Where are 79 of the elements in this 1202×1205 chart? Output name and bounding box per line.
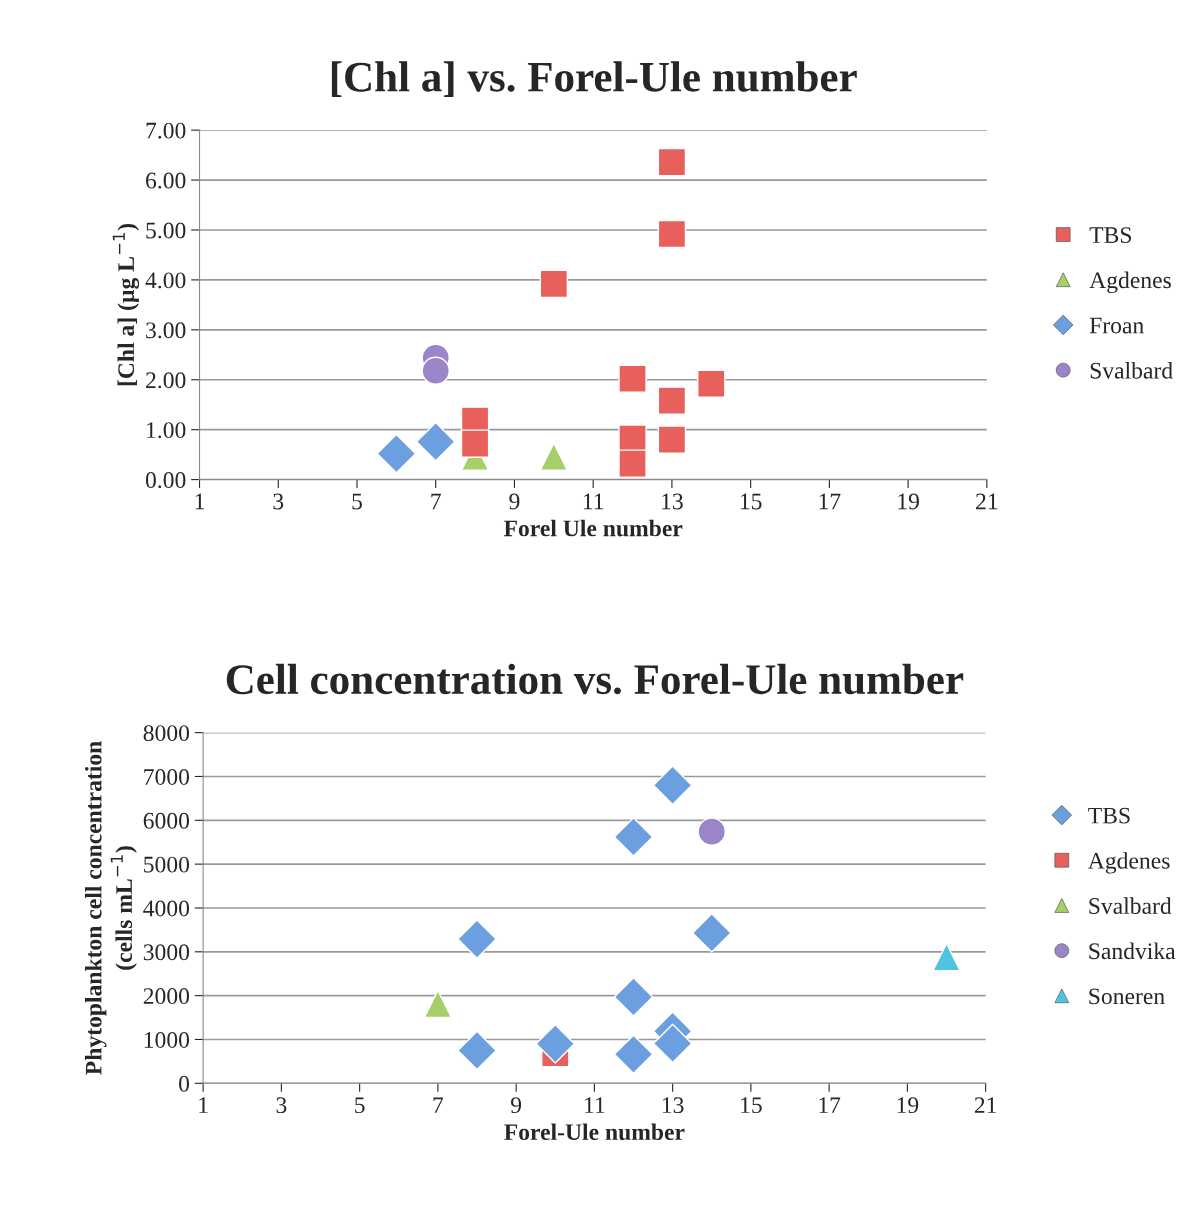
y-tick-label: 5.00 <box>146 222 186 239</box>
y-tick-label: 3.00 <box>146 322 186 339</box>
y-tick-label: 7.00 <box>146 122 186 139</box>
legend-label: Agdenes <box>1088 852 1170 874</box>
x-tick-label: 21 <box>976 493 998 510</box>
y-axis-title: Phytoplankton cell concentration (cells mL$^{−1}$) <box>84 741 137 1075</box>
point <box>618 449 647 478</box>
point <box>652 765 693 806</box>
point <box>457 919 497 959</box>
chart-title: Cell concentration vs. Forel-Ule number <box>226 663 964 695</box>
x-tick-label: 5 <box>352 493 362 510</box>
point <box>421 356 450 385</box>
point <box>613 1034 654 1075</box>
chart-title: [Chl a] vs. Forel-Ule number <box>331 61 857 98</box>
legend-label: Agdenes <box>1089 271 1171 294</box>
x-tick-label: 9 <box>511 1097 522 1114</box>
y-tick-label: 2000 <box>143 988 190 1005</box>
point <box>697 817 726 846</box>
x-tick-label: 13 <box>662 493 683 510</box>
point <box>613 817 654 857</box>
x-tick-label: 7 <box>433 1097 444 1113</box>
point <box>376 433 417 474</box>
x-tick-label: 11 <box>585 1097 605 1113</box>
legend-label: Froan <box>1089 317 1144 334</box>
point <box>652 1023 693 1064</box>
legend-label: Soneren <box>1089 988 1165 1005</box>
point <box>460 429 490 458</box>
y-tick-label: 3000 <box>143 944 190 961</box>
legend-label: TBS <box>1088 807 1130 824</box>
y-tick-label: 6.00 <box>146 172 186 189</box>
x-tick-label: 13 <box>662 1097 684 1114</box>
point <box>657 425 687 454</box>
x-tick-label: 17 <box>819 493 841 510</box>
point <box>423 989 453 1019</box>
legend-label: TBS <box>1089 227 1132 244</box>
legend-label: Sandvika <box>1089 942 1176 960</box>
x-tick-label: 7 <box>431 493 441 510</box>
point <box>535 1024 576 1064</box>
point <box>697 369 726 398</box>
y-tick-label: 1.00 <box>147 422 186 439</box>
x-tick-label: 19 <box>897 1097 919 1114</box>
x-tick-label: 1 <box>195 493 205 510</box>
point <box>415 421 456 462</box>
point <box>539 269 569 299</box>
x-tick-label: 11 <box>583 493 604 510</box>
y-tick-label: 0.00 <box>145 472 186 489</box>
x-tick-label: 3 <box>273 493 284 510</box>
x-tick-label: 19 <box>898 493 919 510</box>
point <box>657 386 687 415</box>
x-tick-label: 21 <box>974 1097 997 1113</box>
x-tick-label: 9 <box>509 493 520 510</box>
point <box>657 147 687 177</box>
point <box>457 1030 497 1071</box>
point <box>932 942 961 972</box>
x-tick-label: 15 <box>741 1097 762 1114</box>
y-tick-label: 5000 <box>144 856 190 873</box>
y-tick-label: 4.00 <box>145 272 186 289</box>
legend-label: Svalbard <box>1089 897 1172 914</box>
x-tick-label: 15 <box>740 493 762 510</box>
point <box>539 442 569 471</box>
x-tick-label: 5 <box>355 1097 365 1114</box>
y-tick-label: 1000 <box>144 1031 190 1048</box>
point <box>691 913 732 953</box>
y-tick-label: 4000 <box>143 900 190 917</box>
y-tick-label: 0 <box>179 1075 190 1092</box>
y-tick-label: 2.00 <box>146 372 186 389</box>
x-axis-title: Forel Ule number <box>503 519 683 537</box>
x-tick-label: 1 <box>199 1097 208 1113</box>
y-axis-title: [Chl a] (µg L$^{−1}$) <box>112 223 140 386</box>
x-tick-label: 3 <box>276 1097 287 1114</box>
x-axis-title: Forel-Ule number <box>504 1123 685 1141</box>
point <box>613 977 654 1017</box>
point <box>618 364 647 393</box>
y-tick-label: 7000 <box>144 768 190 785</box>
legend-label: Svalbard <box>1090 362 1173 379</box>
point <box>657 219 687 249</box>
y-tick-label: 8000 <box>143 725 190 742</box>
y-tick-label: 6000 <box>143 812 190 829</box>
x-tick-label: 17 <box>819 1097 841 1113</box>
